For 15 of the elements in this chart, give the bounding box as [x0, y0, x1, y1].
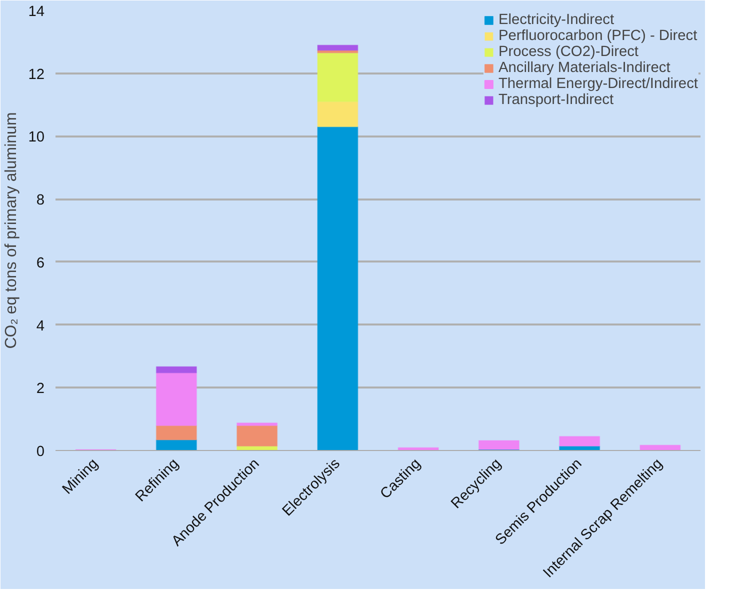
- y-tick-label: 4: [36, 318, 45, 334]
- y-tick-label: 0: [36, 444, 45, 460]
- legend-label: Transport-Indirect: [498, 92, 614, 108]
- y-tick-label: 8: [36, 192, 45, 209]
- y-axis-title: CO₂ eq tons of primary aluminum: [3, 112, 20, 349]
- y-tick-label: 6: [36, 255, 45, 272]
- legend-label: Ancillary Materials-Indirect: [498, 60, 670, 76]
- legend-label: Process (CO2)-Direct: [498, 44, 639, 60]
- y-tick-label: 14: [28, 4, 45, 20]
- y-tick-label: 12: [28, 66, 45, 83]
- legend-label: Perfluorocarbon (PFC) - Direct: [498, 28, 698, 44]
- legend-label: Electricity-Indirect: [498, 12, 614, 28]
- y-tick-label: 2: [36, 381, 45, 398]
- y-tick-label: 10: [28, 130, 45, 146]
- legend-label: Thermal Energy-Direct/Indirect: [498, 76, 698, 92]
